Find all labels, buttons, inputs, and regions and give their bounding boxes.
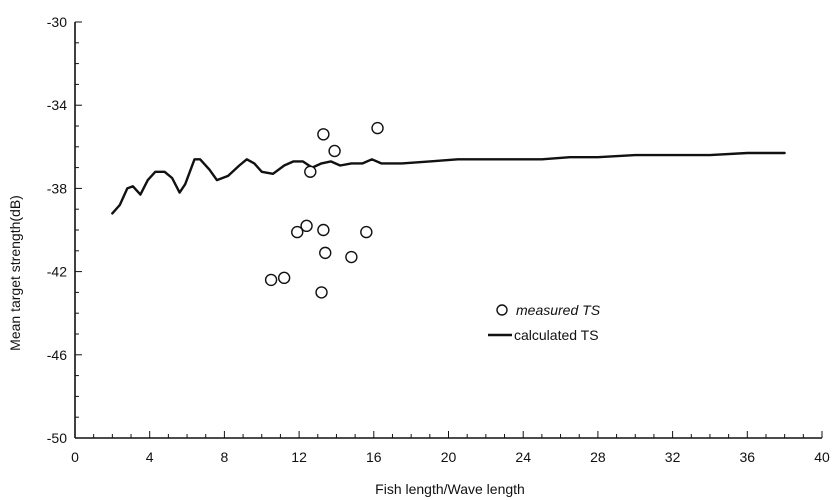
x-tick-label: 0 [71,449,79,465]
y-tick-label: -34 [47,97,67,113]
legend: measured TS calculated TS [488,302,601,343]
measured-ts-point [277,271,291,285]
y-tick-label: -38 [47,180,67,196]
x-tick-label: 16 [366,449,382,465]
x-tick-label: 8 [221,449,229,465]
x-tick-label: 40 [814,449,830,465]
x-tick-label: 24 [515,449,531,465]
measured-ts-point [315,286,328,299]
measured-ts-point [360,225,373,239]
measured-ts-point [300,219,313,233]
legend-calculated-label: calculated TS [514,327,599,343]
measured-ts-point [264,273,278,287]
measured-ts-series [264,121,384,299]
measured-ts-point [371,121,384,135]
y-tick-label: -42 [47,264,67,280]
measured-ts-point [319,246,332,260]
y-axis: -30 -34 -38 -42 -46 -50 [47,14,82,446]
x-axis-title: Fish length/Wave length [375,481,525,497]
x-tick-label: 32 [665,449,681,465]
y-tick-label: -46 [47,347,67,363]
x-tick-label: 4 [146,449,154,465]
measured-ts-point [304,165,317,178]
x-tick-label: 36 [740,449,756,465]
measured-ts-point [328,144,341,158]
x-tick-label: 12 [291,449,307,465]
measured-ts-point [291,225,304,239]
measured-ts-point [317,223,330,237]
legend-measured-marker [496,304,508,316]
x-axis: 0 4 8 12 16 20 24 28 32 36 40 [71,431,830,465]
measured-ts-point [345,250,358,264]
x-tick-label: 28 [590,449,606,465]
calculated-ts-series [111,151,786,215]
calculated-ts-line [111,151,786,215]
y-axis-title: Mean target strength(dB) [7,195,23,351]
legend-measured-label: measured TS [516,302,601,318]
y-tick-label: -50 [47,430,67,446]
y-tick-label: -30 [47,14,67,30]
measured-ts-point [317,128,330,141]
x-tick-label: 20 [441,449,457,465]
